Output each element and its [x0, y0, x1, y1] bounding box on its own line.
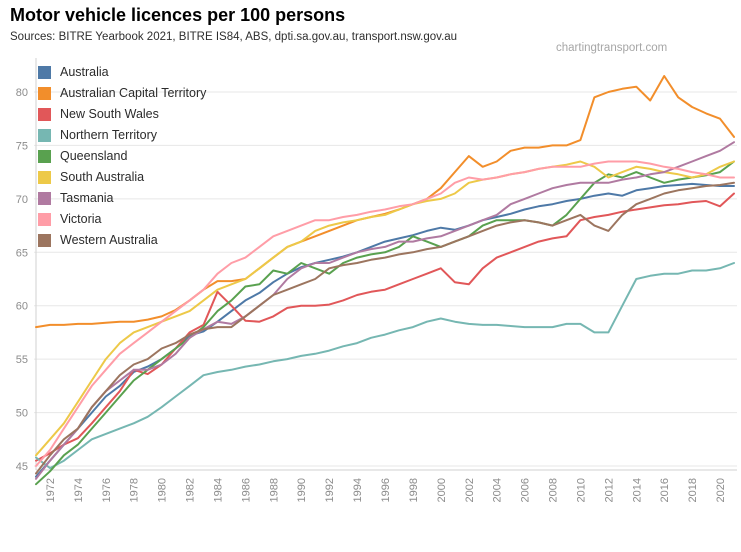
- legend-label: Queensland: [60, 149, 128, 163]
- series-line-australia[interactable]: [35, 182, 735, 478]
- series-line-tasmania[interactable]: [35, 141, 735, 480]
- x-tick-label: 1982: [185, 478, 197, 502]
- legend-label: New South Wales: [60, 107, 159, 121]
- series-line-queensland[interactable]: [35, 160, 735, 486]
- y-tick-label: 80: [16, 87, 28, 99]
- legend-swatch-icon: [38, 212, 51, 226]
- y-tick-label: 45: [16, 461, 28, 473]
- legend-item-western-australia[interactable]: Western Australia: [38, 232, 206, 248]
- x-tick-label: 1998: [408, 478, 420, 502]
- legend-swatch-icon: [38, 128, 51, 142]
- x-tick-label: 1978: [129, 478, 141, 502]
- x-tick-label: 1988: [268, 478, 280, 502]
- x-tick-label: 2018: [687, 478, 699, 502]
- legend-swatch-icon: [38, 170, 51, 184]
- legend-swatch-icon: [38, 65, 51, 79]
- x-tick-label: 1984: [212, 478, 224, 502]
- x-tick-label: 1996: [380, 478, 392, 502]
- x-tick-label: 2014: [631, 478, 643, 502]
- series-line-western-australia[interactable]: [35, 181, 735, 475]
- legend-item-new-south-wales[interactable]: New South Wales: [38, 106, 206, 122]
- legend-label: Victoria: [60, 212, 102, 226]
- legend-swatch-icon: [38, 191, 51, 205]
- x-tick-label: 2012: [603, 478, 615, 502]
- x-tick-label: 2006: [520, 478, 532, 502]
- y-tick-label: 70: [16, 194, 28, 206]
- legend-label: Western Australia: [60, 233, 158, 247]
- series-line-new-south-wales[interactable]: [35, 192, 735, 462]
- legend-item-australian-capital-territory[interactable]: Australian Capital Territory: [38, 85, 206, 101]
- x-tick-label: 2008: [548, 478, 560, 502]
- legend-item-australia[interactable]: Australia: [38, 64, 206, 80]
- series-line-victoria[interactable]: [35, 160, 735, 467]
- x-tick-label: 2000: [436, 478, 448, 502]
- y-tick-label: 60: [16, 301, 28, 313]
- legend-swatch-icon: [38, 233, 51, 247]
- y-tick-label: 75: [16, 140, 28, 152]
- watermark: chartingtransport.com: [556, 42, 668, 54]
- legend-label: Tasmania: [60, 191, 114, 205]
- y-tick-label: 50: [16, 408, 28, 420]
- legend-item-queensland[interactable]: Queensland: [38, 148, 206, 164]
- legend-item-tasmania[interactable]: Tasmania: [38, 190, 206, 206]
- x-tick-label: 1990: [296, 478, 308, 502]
- x-tick-label: 1972: [45, 478, 57, 502]
- x-tick-label: 1994: [352, 478, 364, 502]
- legend-label: South Australia: [60, 170, 145, 184]
- legend-label: Northern Territory: [60, 128, 158, 142]
- x-tick-label: 2016: [659, 478, 671, 502]
- page-title: Motor vehicle licences per 100 persons: [10, 5, 346, 25]
- y-tick-label: 55: [16, 354, 28, 366]
- legend-label: Australian Capital Territory: [60, 86, 207, 100]
- x-tick-label: 1976: [101, 478, 113, 502]
- legend-swatch-icon: [38, 86, 51, 100]
- x-tick-label: 1986: [240, 478, 252, 502]
- legend-label: Australia: [60, 65, 109, 79]
- x-tick-label: 2004: [492, 478, 504, 502]
- legend-swatch-icon: [38, 107, 51, 121]
- x-tick-label: 1980: [157, 478, 169, 502]
- sources-note: Sources: BITRE Yearbook 2021, BITRE IS84…: [10, 31, 458, 43]
- legend-item-northern-territory[interactable]: Northern Territory: [38, 127, 206, 143]
- x-tick-label: 2020: [715, 478, 727, 502]
- x-tick-label: 2010: [575, 478, 587, 502]
- series-line-australian-capital-territory[interactable]: [35, 75, 735, 329]
- y-tick-label: 65: [16, 247, 28, 259]
- legend-item-south-australia[interactable]: South Australia: [38, 169, 206, 185]
- x-tick-label: 2002: [464, 478, 476, 502]
- x-tick-label: 1974: [73, 478, 85, 502]
- series-line-northern-territory[interactable]: [35, 262, 735, 470]
- series-line-south-australia[interactable]: [35, 160, 735, 457]
- legend-item-victoria[interactable]: Victoria: [38, 211, 206, 227]
- x-tick-label: 1992: [324, 478, 336, 502]
- legend: Australia Australian Capital Territory New…: [38, 64, 206, 248]
- legend-swatch-icon: [38, 149, 51, 163]
